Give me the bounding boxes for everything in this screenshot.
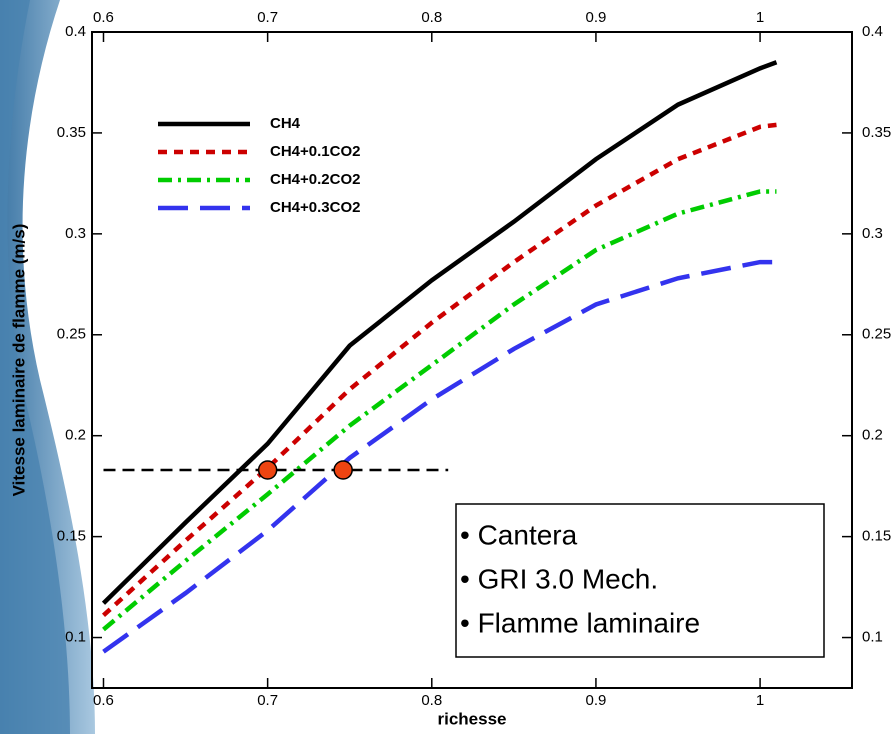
y-tick-label-right: 0.25: [862, 326, 891, 343]
y-tick-label: 0.3: [65, 225, 86, 242]
x-tick-label: 0.7: [257, 692, 278, 709]
x-axis-label: richesse: [438, 709, 507, 728]
y-tick-label: 0.35: [57, 124, 86, 141]
y-axis-label: Vitesse laminaire de flamme (m/s): [9, 224, 28, 497]
y-tick-label: 0.25: [57, 326, 86, 343]
y-tick-label-right: 0.1: [862, 629, 883, 646]
x-tick-label: 0.9: [586, 692, 607, 709]
plot-frame: [91, 31, 853, 689]
series-line: [101, 122, 777, 617]
y-tick-label-right: 0.35: [862, 124, 891, 141]
x-tick-label: 0.8: [421, 692, 442, 709]
y-tick-label-right: 0.2: [862, 427, 883, 444]
x-tick-label-top: 0.7: [257, 9, 278, 26]
series-line: [102, 189, 777, 632]
annotation-text: • Flamme laminaire: [460, 607, 700, 638]
y-tick-label: 0.1: [65, 629, 86, 646]
y-tick-label-right: 0.15: [862, 528, 891, 545]
x-tick-label-top: 0.9: [586, 9, 607, 26]
x-tick-label: 0.6: [93, 692, 114, 709]
series-line: [101, 60, 778, 605]
y-tick-label: 0.2: [65, 427, 86, 444]
legend-label: CH4+0.1CO2: [270, 143, 360, 160]
annotation-box: [455, 503, 825, 658]
x-tick-label-top: 1: [756, 9, 764, 26]
x-tick-label-top: 0.8: [421, 9, 442, 26]
annotation-text: • Cantera: [460, 519, 578, 550]
background-decoration: [0, 0, 70, 734]
legend-label: CH4+0.3CO2: [270, 199, 360, 216]
annotation-text: • GRI 3.0 Mech.: [460, 563, 658, 594]
marker: [333, 460, 353, 480]
y-tick-label-right: 0.4: [862, 23, 883, 40]
series-line: [102, 259, 777, 654]
legend-label: CH4+0.2CO2: [270, 171, 360, 188]
y-tick-label-right: 0.3: [862, 225, 883, 242]
marker: [257, 460, 278, 480]
legend-label: CH4: [270, 115, 301, 132]
y-tick-label: 0.15: [57, 528, 86, 545]
y-tick-label: 0.4: [65, 23, 86, 40]
x-tick-label-top: 0.6: [93, 9, 114, 26]
x-tick-label: 1: [756, 692, 764, 709]
